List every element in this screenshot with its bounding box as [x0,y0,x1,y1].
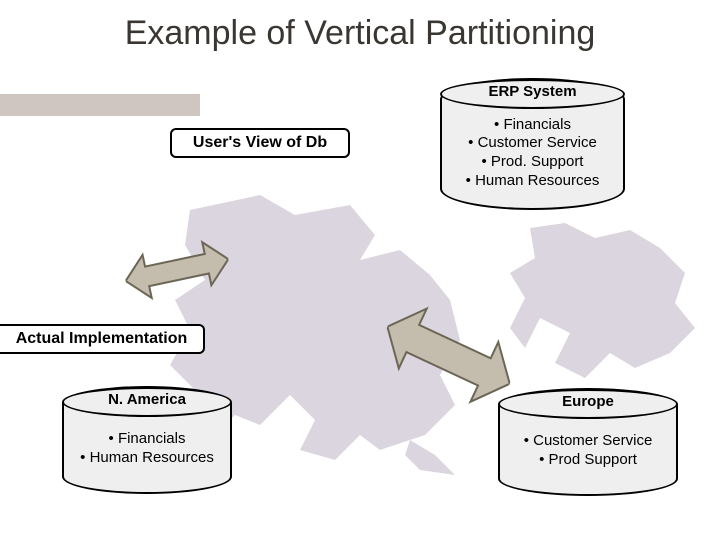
erp-cylinder: ERP System Financials Customer Service P… [440,78,625,210]
eu-item: Prod Support [524,451,653,470]
accent-bar [0,94,200,116]
eu-item: Customer Service [524,432,653,451]
eu-cylinder: Europe Customer Service Prod Support [498,388,678,496]
erp-title: ERP System [442,83,623,100]
erp-item: Prod. Support [466,153,600,172]
erp-item: Customer Service [466,134,600,153]
erp-item: Financials [466,116,600,135]
eu-title: Europe [500,393,676,410]
actual-impl-label: Actual Implementation [0,324,205,354]
na-cylinder: N. America Financials Human Resources [62,386,232,494]
eu-items: Customer Service Prod Support [524,432,653,470]
na-items: Financials Human Resources [80,430,214,468]
erp-items: Financials Customer Service Prod. Suppor… [466,116,600,191]
user-view-label: User's View of Db [170,128,350,158]
map-europe [500,218,700,388]
na-item: Human Resources [80,449,214,468]
slide-title: Example of Vertical Partitioning [0,0,720,59]
erp-item: Human Resources [466,172,600,191]
na-item: Financials [80,430,214,449]
na-title: N. America [64,391,230,408]
